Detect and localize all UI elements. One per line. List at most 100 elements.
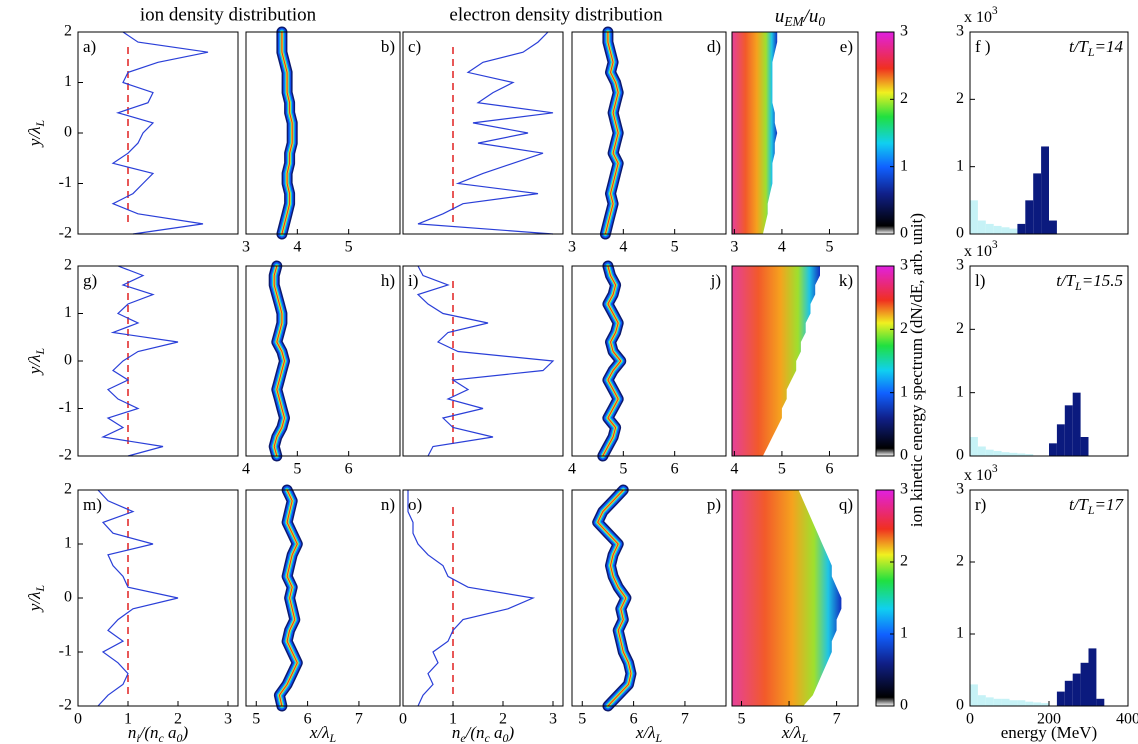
text-segment: L bbox=[655, 731, 663, 744]
y-axis-label: y/λL bbox=[25, 347, 47, 376]
colorbar bbox=[875, 265, 895, 457]
histogram-bar bbox=[1017, 700, 1026, 706]
density-ridge bbox=[604, 31, 619, 235]
panel-frame bbox=[571, 265, 727, 457]
density-ridge bbox=[278, 489, 298, 707]
panel-background bbox=[246, 266, 400, 456]
x-tick-label: 5 bbox=[671, 239, 679, 256]
histogram-bar bbox=[985, 697, 994, 706]
histogram-bar bbox=[970, 684, 978, 706]
time-annotation: t/TL=17 bbox=[1069, 495, 1125, 517]
y-tick-label: 1 bbox=[956, 383, 964, 400]
x-axis-label: x/λL bbox=[781, 723, 809, 744]
x-tick-label: 6 bbox=[630, 711, 638, 728]
x-tick-label: 5 bbox=[738, 711, 746, 728]
text-segment: a bbox=[164, 723, 177, 742]
text-segment: EM bbox=[783, 14, 804, 29]
x-tick-label: 0 bbox=[74, 711, 82, 728]
colorbar-tick-label: 0 bbox=[900, 225, 908, 242]
y-tick-label: 0 bbox=[64, 589, 72, 606]
colorbar bbox=[875, 31, 895, 235]
text-segment: L bbox=[329, 731, 337, 744]
x-tick-label: 3 bbox=[568, 239, 576, 256]
time-annotation: t/TL=14 bbox=[1069, 37, 1124, 59]
x-tick-label: 4 bbox=[778, 239, 786, 256]
panel-label: j) bbox=[710, 271, 721, 290]
panel-label: h) bbox=[381, 271, 395, 290]
x-tick-label: 1 bbox=[124, 711, 132, 728]
x-tick-label: 7 bbox=[833, 711, 841, 728]
histogram-bar bbox=[1072, 673, 1081, 706]
text-segment: e bbox=[460, 731, 466, 744]
text-segment: y/λ bbox=[25, 354, 44, 376]
histogram-bar bbox=[1064, 680, 1073, 706]
colorbar-tick-label: 2 bbox=[900, 553, 908, 570]
panel-frame bbox=[731, 265, 859, 457]
panel-label: g) bbox=[83, 271, 97, 290]
y-tick-label: 2 bbox=[64, 23, 72, 40]
text-segment: y/λ bbox=[25, 126, 44, 148]
y-axis-label: y/λL bbox=[25, 584, 47, 613]
panel-background bbox=[246, 32, 400, 234]
histogram-bar bbox=[1041, 703, 1049, 706]
histogram-bar bbox=[993, 225, 1002, 234]
y-tick-label: -2 bbox=[59, 447, 72, 464]
y-tick-label: -1 bbox=[59, 399, 72, 416]
text-segment: n bbox=[452, 723, 461, 742]
y-tick-label: 0 bbox=[956, 225, 964, 242]
colorbar-tick-label: 2 bbox=[900, 320, 908, 337]
colorbar-tick-label: 0 bbox=[900, 697, 908, 714]
text-segment: x/λ bbox=[781, 723, 802, 742]
y-tick-label: 0 bbox=[64, 352, 72, 369]
density-profile bbox=[97, 489, 179, 707]
text-segment: /(n bbox=[139, 723, 159, 742]
x-axis-label: x/λL bbox=[309, 723, 337, 744]
panel-background bbox=[246, 490, 400, 706]
density-ridge bbox=[281, 31, 293, 235]
time-annotation: t/TL=15.5 bbox=[1056, 271, 1123, 293]
panel-background bbox=[78, 266, 238, 456]
column-title: ion density distribution bbox=[140, 4, 317, 25]
text-segment: L bbox=[1087, 45, 1095, 59]
text-segment: 3 bbox=[992, 5, 998, 17]
text-segment: /u bbox=[803, 6, 819, 27]
colorbar-tick-label: 3 bbox=[900, 481, 908, 498]
x-tick-label: 5 bbox=[778, 461, 786, 478]
panel-background bbox=[970, 490, 1128, 706]
histogram-bar bbox=[970, 200, 978, 234]
histogram-bar bbox=[1096, 698, 1105, 706]
panel-frame bbox=[402, 265, 564, 457]
histogram-bar bbox=[1056, 691, 1065, 706]
x-tick-label: 4 bbox=[730, 461, 738, 478]
text-segment: a bbox=[490, 723, 503, 742]
panel-frame bbox=[245, 31, 401, 235]
density-ridge bbox=[602, 265, 622, 457]
panel-frame bbox=[402, 489, 564, 707]
y-tick-label: 2 bbox=[956, 90, 964, 107]
text-segment: i bbox=[136, 731, 139, 744]
panel-label: c) bbox=[408, 37, 421, 56]
y-tick-label: 2 bbox=[64, 257, 72, 274]
x-tick-label: 4 bbox=[242, 461, 250, 478]
side-label: ion kinetic energy spectrum (dN/dE, arb.… bbox=[907, 213, 926, 527]
panel-label: l) bbox=[975, 271, 985, 290]
panel-background bbox=[403, 32, 563, 234]
panel-label: d) bbox=[707, 37, 721, 56]
panel-label: n) bbox=[381, 495, 395, 514]
x-tick-label: 2 bbox=[174, 711, 182, 728]
text-segment: 3 bbox=[992, 463, 998, 475]
x-tick-label: 6 bbox=[671, 461, 679, 478]
histogram-bar bbox=[977, 220, 986, 234]
y-tick-label: 3 bbox=[956, 257, 964, 274]
x-tick-label: 0 bbox=[399, 711, 407, 728]
panel-label: r) bbox=[975, 495, 986, 514]
histogram-bar bbox=[1064, 405, 1073, 456]
text-segment: x/λ bbox=[635, 723, 656, 742]
density-ridge bbox=[273, 265, 285, 457]
column-title: uEM/u0 bbox=[775, 6, 825, 29]
histogram-bar bbox=[1080, 662, 1089, 706]
histogram-bar bbox=[1041, 146, 1049, 234]
histogram-bar bbox=[1033, 173, 1042, 234]
field-region bbox=[732, 266, 820, 456]
colorbar-tick-label: 1 bbox=[900, 157, 908, 174]
